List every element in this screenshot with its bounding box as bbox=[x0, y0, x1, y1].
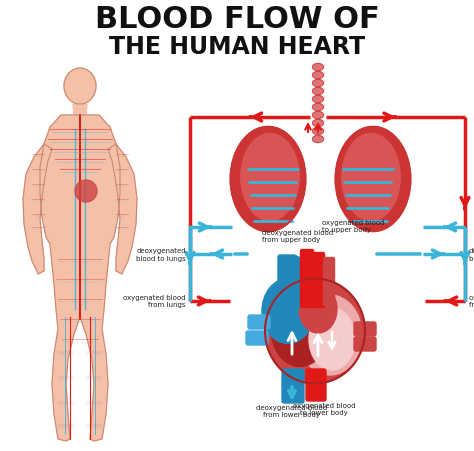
Ellipse shape bbox=[312, 96, 323, 103]
Polygon shape bbox=[23, 145, 52, 274]
Ellipse shape bbox=[312, 88, 323, 95]
Ellipse shape bbox=[299, 285, 337, 333]
FancyBboxPatch shape bbox=[248, 315, 270, 329]
Ellipse shape bbox=[64, 69, 96, 105]
FancyBboxPatch shape bbox=[306, 369, 326, 401]
Ellipse shape bbox=[313, 65, 322, 70]
Text: deoxygenated
blood to lungs: deoxygenated blood to lungs bbox=[469, 248, 474, 261]
Text: deoxygenated blood
from lower body: deoxygenated blood from lower body bbox=[256, 404, 328, 417]
Ellipse shape bbox=[271, 292, 329, 367]
Text: THE HUMAN HEART: THE HUMAN HEART bbox=[109, 35, 365, 59]
Ellipse shape bbox=[313, 113, 322, 118]
Ellipse shape bbox=[312, 136, 323, 143]
Ellipse shape bbox=[313, 74, 322, 78]
Ellipse shape bbox=[230, 128, 306, 232]
Text: oxygenated blood
from lungs: oxygenated blood from lungs bbox=[124, 295, 186, 308]
Ellipse shape bbox=[312, 64, 323, 71]
Ellipse shape bbox=[313, 89, 322, 94]
Ellipse shape bbox=[313, 97, 322, 102]
FancyBboxPatch shape bbox=[246, 331, 268, 345]
Ellipse shape bbox=[75, 180, 97, 202]
Ellipse shape bbox=[312, 120, 323, 127]
Ellipse shape bbox=[309, 308, 355, 370]
Polygon shape bbox=[108, 145, 137, 274]
Text: BLOOD FLOW OF: BLOOD FLOW OF bbox=[95, 5, 379, 34]
FancyBboxPatch shape bbox=[301, 250, 313, 308]
Ellipse shape bbox=[313, 121, 322, 126]
Ellipse shape bbox=[312, 104, 323, 111]
Text: oxygenated blood
from lungs: oxygenated blood from lungs bbox=[469, 295, 474, 308]
FancyBboxPatch shape bbox=[278, 255, 296, 307]
FancyBboxPatch shape bbox=[354, 322, 376, 336]
FancyBboxPatch shape bbox=[280, 257, 298, 308]
Ellipse shape bbox=[313, 129, 322, 134]
Ellipse shape bbox=[262, 279, 314, 344]
Ellipse shape bbox=[340, 133, 402, 223]
Ellipse shape bbox=[313, 137, 322, 142]
Ellipse shape bbox=[239, 133, 301, 223]
Polygon shape bbox=[73, 105, 87, 116]
Text: deoxygenated blood
from upper body: deoxygenated blood from upper body bbox=[262, 230, 333, 243]
FancyBboxPatch shape bbox=[323, 258, 335, 306]
Text: oxygenated blood
to upper body: oxygenated blood to upper body bbox=[322, 220, 384, 232]
Ellipse shape bbox=[312, 112, 323, 119]
FancyBboxPatch shape bbox=[354, 337, 376, 351]
Ellipse shape bbox=[298, 295, 362, 375]
Ellipse shape bbox=[312, 80, 323, 87]
Ellipse shape bbox=[313, 81, 322, 86]
Ellipse shape bbox=[265, 279, 365, 384]
FancyBboxPatch shape bbox=[282, 369, 304, 403]
Text: deoxygenated
blood to lungs: deoxygenated blood to lungs bbox=[136, 248, 186, 261]
Ellipse shape bbox=[313, 105, 322, 110]
Text: oxygenated blood
to lower body: oxygenated blood to lower body bbox=[293, 402, 355, 415]
Polygon shape bbox=[40, 116, 120, 441]
Ellipse shape bbox=[312, 72, 323, 79]
FancyBboxPatch shape bbox=[312, 253, 325, 308]
Ellipse shape bbox=[312, 128, 323, 135]
Ellipse shape bbox=[336, 128, 410, 232]
FancyBboxPatch shape bbox=[282, 258, 300, 309]
